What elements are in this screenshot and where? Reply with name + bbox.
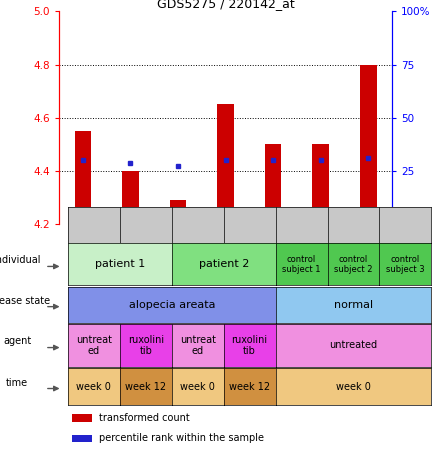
Bar <box>265 145 282 224</box>
Text: control
subject 1: control subject 1 <box>283 255 321 274</box>
Text: untreat
ed: untreat ed <box>180 335 216 356</box>
Text: transformed count: transformed count <box>99 413 190 423</box>
Text: individual: individual <box>0 255 41 265</box>
Text: time: time <box>6 378 28 388</box>
Bar <box>71 434 92 442</box>
Bar <box>217 105 234 224</box>
Text: week 0: week 0 <box>180 381 215 392</box>
Text: normal: normal <box>334 300 373 310</box>
Text: percentile rank within the sample: percentile rank within the sample <box>99 433 264 443</box>
Bar <box>360 65 377 224</box>
Text: patient 1: patient 1 <box>95 259 145 270</box>
Text: ruxolini
tib: ruxolini tib <box>128 335 164 356</box>
Bar <box>122 171 139 224</box>
Text: untreat
ed: untreat ed <box>76 335 112 356</box>
Text: control
subject 3: control subject 3 <box>386 255 425 274</box>
Text: week 12: week 12 <box>229 381 270 392</box>
Text: alopecia areata: alopecia areata <box>128 300 215 310</box>
Bar <box>71 414 92 422</box>
Text: agent: agent <box>3 336 31 346</box>
Bar <box>74 131 91 224</box>
Bar <box>170 200 186 224</box>
Bar <box>312 145 329 224</box>
Title: GDS5275 / 220142_at: GDS5275 / 220142_at <box>157 0 294 10</box>
Text: untreated: untreated <box>329 340 378 351</box>
Text: week 0: week 0 <box>76 381 111 392</box>
Text: patient 2: patient 2 <box>198 259 249 270</box>
Text: control
subject 2: control subject 2 <box>334 255 373 274</box>
Text: ruxolini
tib: ruxolini tib <box>232 335 268 356</box>
Text: disease state: disease state <box>0 296 49 306</box>
Text: week 0: week 0 <box>336 381 371 392</box>
Text: week 12: week 12 <box>125 381 166 392</box>
